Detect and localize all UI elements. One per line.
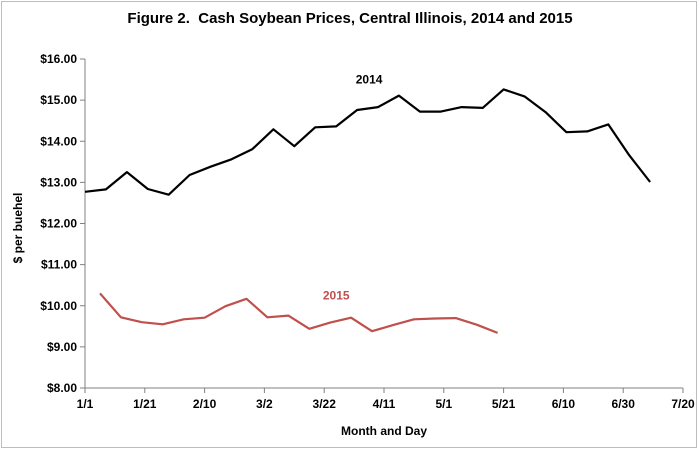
- series-lines: [84, 88, 651, 334]
- y-tick-label: $16.00: [40, 52, 77, 66]
- x-tick-label: 6/30: [612, 397, 636, 411]
- y-tick-label: $13.00: [40, 175, 77, 189]
- x-tick-label: 7/20: [671, 397, 695, 411]
- x-tick-label: 5/1: [435, 397, 452, 411]
- series-labels: 2014 2015: [323, 73, 383, 303]
- y-tick-label: $12.00: [40, 217, 77, 231]
- series-label-2015: 2015: [323, 289, 350, 303]
- x-tick-label: 3/2: [256, 397, 273, 411]
- y-tick-label: $14.00: [40, 134, 77, 148]
- x-tick-labels: 1/1 1/21 2/10 3/2 3/22 4/11 5/1 5/21 6/10 6/30 7/2…: [77, 397, 695, 411]
- x-tick-label: 1/21: [133, 397, 157, 411]
- y-tick-label: $9.00: [47, 340, 77, 354]
- axes: [80, 58, 684, 393]
- y-tick-label: $10.00: [40, 299, 77, 313]
- y-tick-label: $8.00: [47, 381, 77, 395]
- x-tick-label: 3/22: [313, 397, 337, 411]
- y-tick-labels: $8.00 $9.00 $10.00 $11.00 $12.00 $13.00 $14.00…: [40, 52, 77, 395]
- series-line-2014: [84, 88, 651, 196]
- series-line-2015: [99, 292, 499, 334]
- y-tick-label: $15.00: [40, 93, 77, 107]
- x-tick-label: 5/21: [492, 397, 516, 411]
- x-tick-label: 6/10: [552, 397, 576, 411]
- y-tick-label: $11.00: [41, 258, 77, 272]
- series-label-2014: 2014: [356, 73, 383, 87]
- x-tick-label: 1/1: [77, 397, 94, 411]
- chart-title: Figure 2. Cash Soybean Prices, Central I…: [127, 10, 573, 27]
- x-tick-label: 4/11: [373, 397, 396, 411]
- x-tick-label: 2/10: [193, 397, 217, 411]
- x-axis-label: Month and Day: [341, 424, 427, 438]
